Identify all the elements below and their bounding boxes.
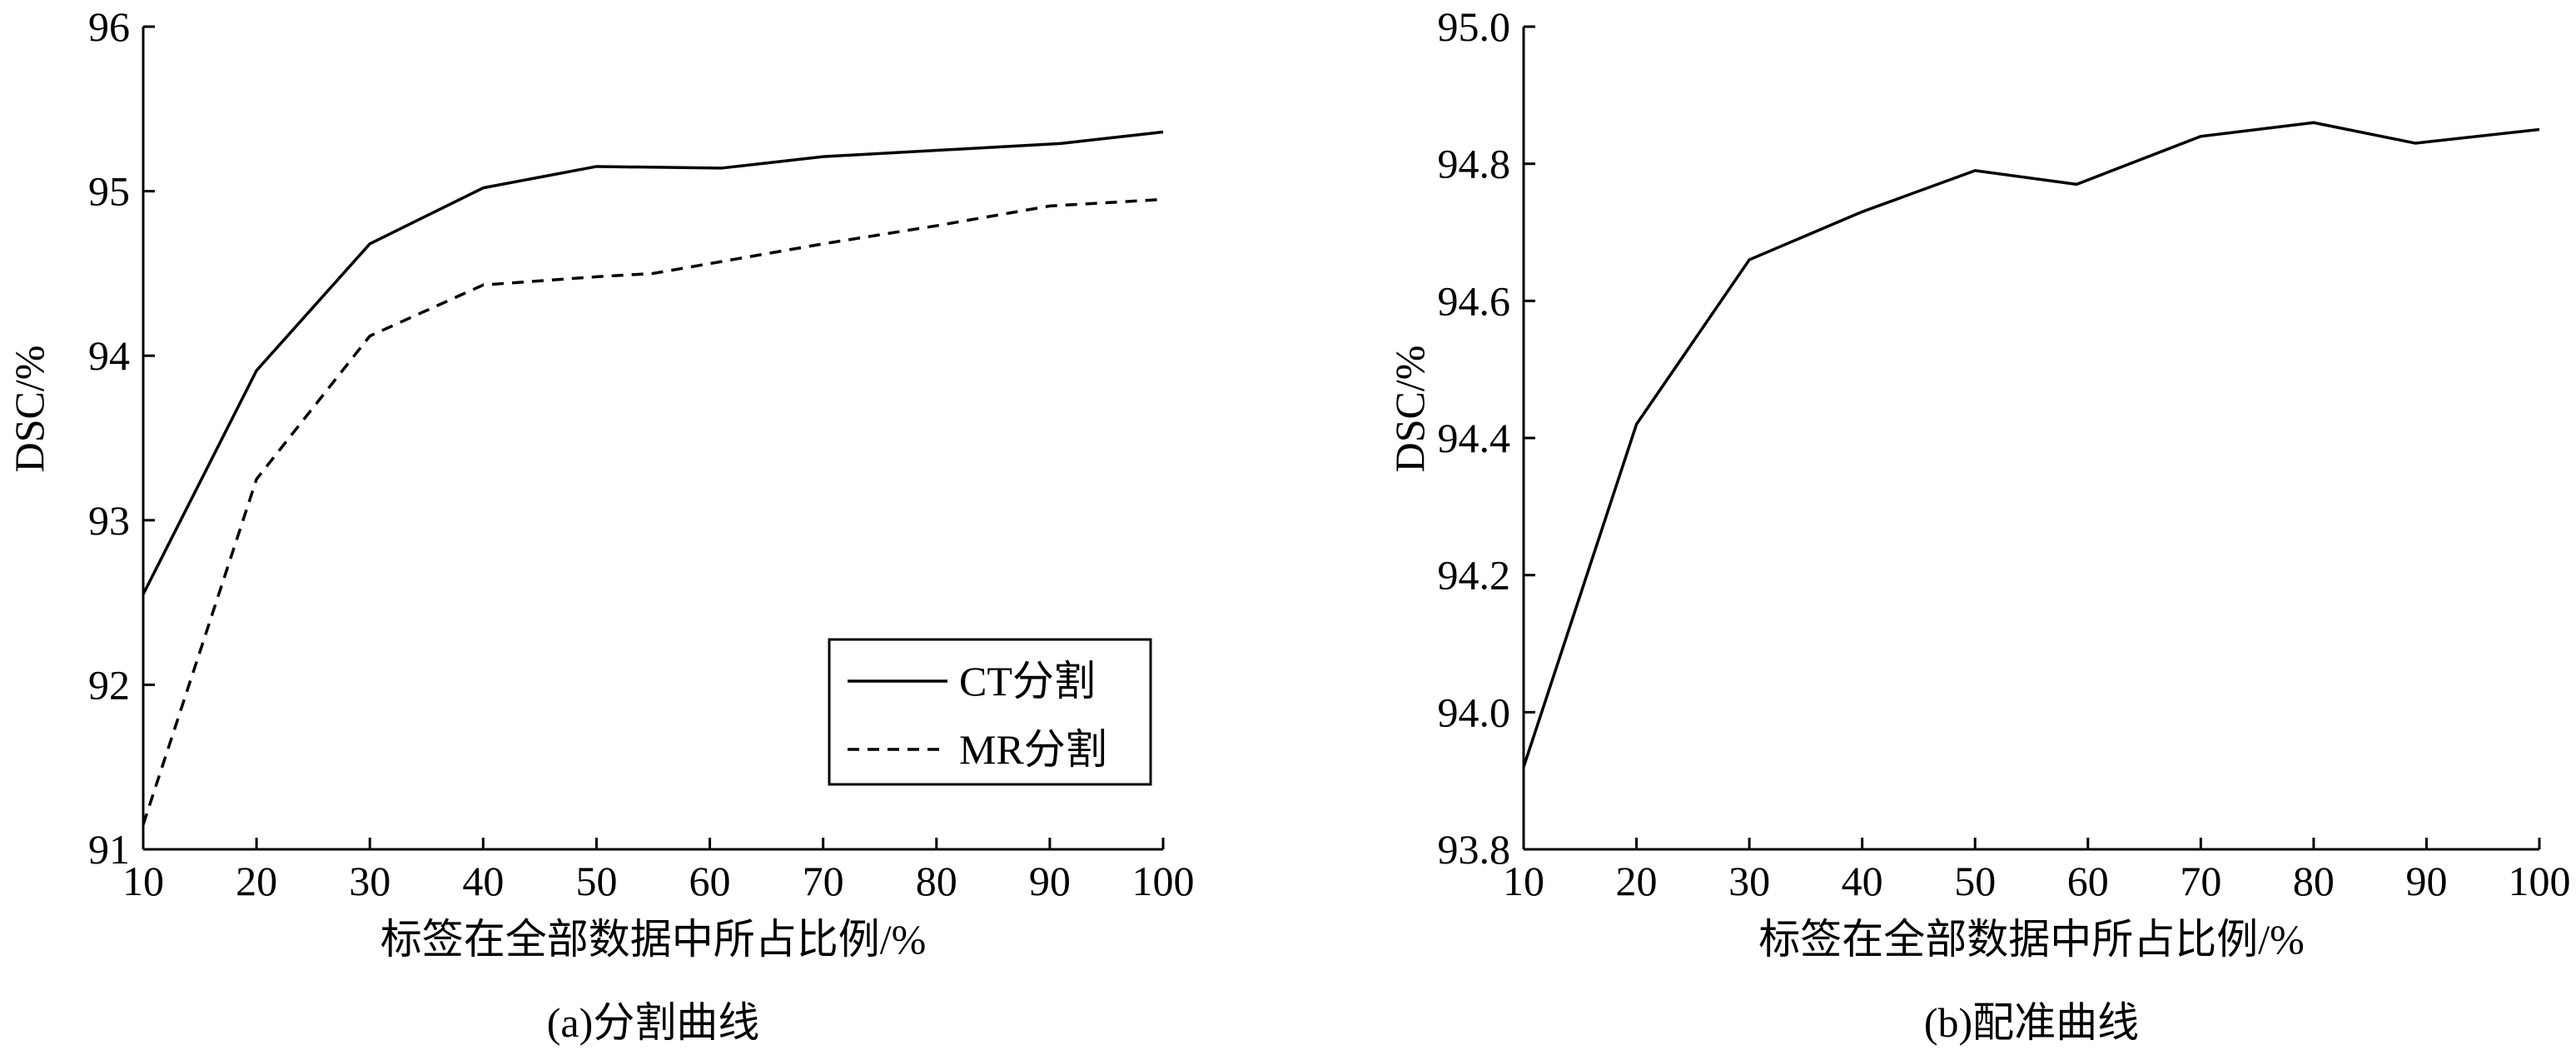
series-line-2 <box>142 197 1164 825</box>
x-tick-label: 10 <box>122 858 164 904</box>
y-axis-label: DSC/% <box>1386 346 1433 473</box>
y-axis-label: DSC/% <box>6 346 52 473</box>
x-tick-label: 60 <box>2067 858 2109 904</box>
x-tick-label: 90 <box>1029 858 1071 904</box>
x-tick-label: 30 <box>1728 858 1770 904</box>
x-tick-label: 40 <box>1842 858 1883 904</box>
y-tick-label: 93.8 <box>1438 826 1511 873</box>
x-tick-label: 90 <box>2405 858 2447 904</box>
x-tick-label: 70 <box>2180 858 2221 904</box>
x-tick-label: 40 <box>462 858 504 904</box>
legend: CT分割 MR分割 <box>828 638 1152 786</box>
series-line-1 <box>1522 121 2540 768</box>
x-tick-label: 80 <box>2293 858 2335 904</box>
series-line-1 <box>142 130 1164 595</box>
y-tick-label: 94 <box>88 332 130 379</box>
panel-a-segmentation: 91 92 93 94 95 96 10 20 30 40 50 60 70 80 90 100 标签在全部数… <box>6 3 1195 1046</box>
x-tick-label: 50 <box>575 858 617 904</box>
series-group <box>1522 121 2540 768</box>
x-tick-label: 20 <box>236 858 277 904</box>
y-tick-label: 95 <box>88 168 130 215</box>
panel-b-registration: 93.8 94.0 94.2 94.4 94.6 94.8 95.0 10 20 30 40 50 60… <box>1386 3 2571 1046</box>
y-tick-label: 93 <box>88 497 130 544</box>
x-tick-label: 10 <box>1503 858 1544 904</box>
x-axis-label: 标签在全部数据中所占比例/% <box>380 916 927 963</box>
y-tick-label: 94.2 <box>1438 552 1511 599</box>
y-tick-label: 94.6 <box>1438 277 1511 324</box>
y-tick-label: 96 <box>88 3 130 50</box>
x-tick-label: 30 <box>349 858 390 904</box>
x-tick-label: 80 <box>916 858 957 904</box>
x-tick-label: 50 <box>1954 858 1996 904</box>
x-tick-label: 70 <box>803 858 844 904</box>
x-axis-label: 标签在全部数据中所占比例/% <box>1758 916 2305 963</box>
x-tick-label: 100 <box>1132 858 1195 904</box>
y-tick-label: 94.4 <box>1438 415 1511 461</box>
panel-caption: (b)配准曲线 <box>1924 999 2139 1046</box>
legend-label-ct: CT分割 <box>959 658 1096 704</box>
y-tick-label: 91 <box>88 826 130 873</box>
legend-label-mr: MR分割 <box>959 726 1107 773</box>
legend-box <box>828 638 1152 786</box>
y-tick-label: 95.0 <box>1438 3 1511 50</box>
x-tick-label: 20 <box>1616 858 1658 904</box>
y-tick-label: 92 <box>88 661 130 708</box>
x-tick-label: 100 <box>2509 858 2571 904</box>
y-tick-label: 94.0 <box>1438 689 1511 735</box>
x-tick-label: 60 <box>689 858 731 904</box>
panel-caption: (a)分割曲线 <box>547 999 760 1046</box>
y-tick-label: 94.8 <box>1438 141 1511 187</box>
ticks: 91 92 93 94 95 96 10 20 30 40 50 60 70 80 90 100 <box>88 3 1195 904</box>
ticks: 93.8 94.0 94.2 94.4 94.6 94.8 95.0 10 20 30 40 50 60… <box>1438 3 2571 904</box>
series-group <box>142 130 1164 825</box>
